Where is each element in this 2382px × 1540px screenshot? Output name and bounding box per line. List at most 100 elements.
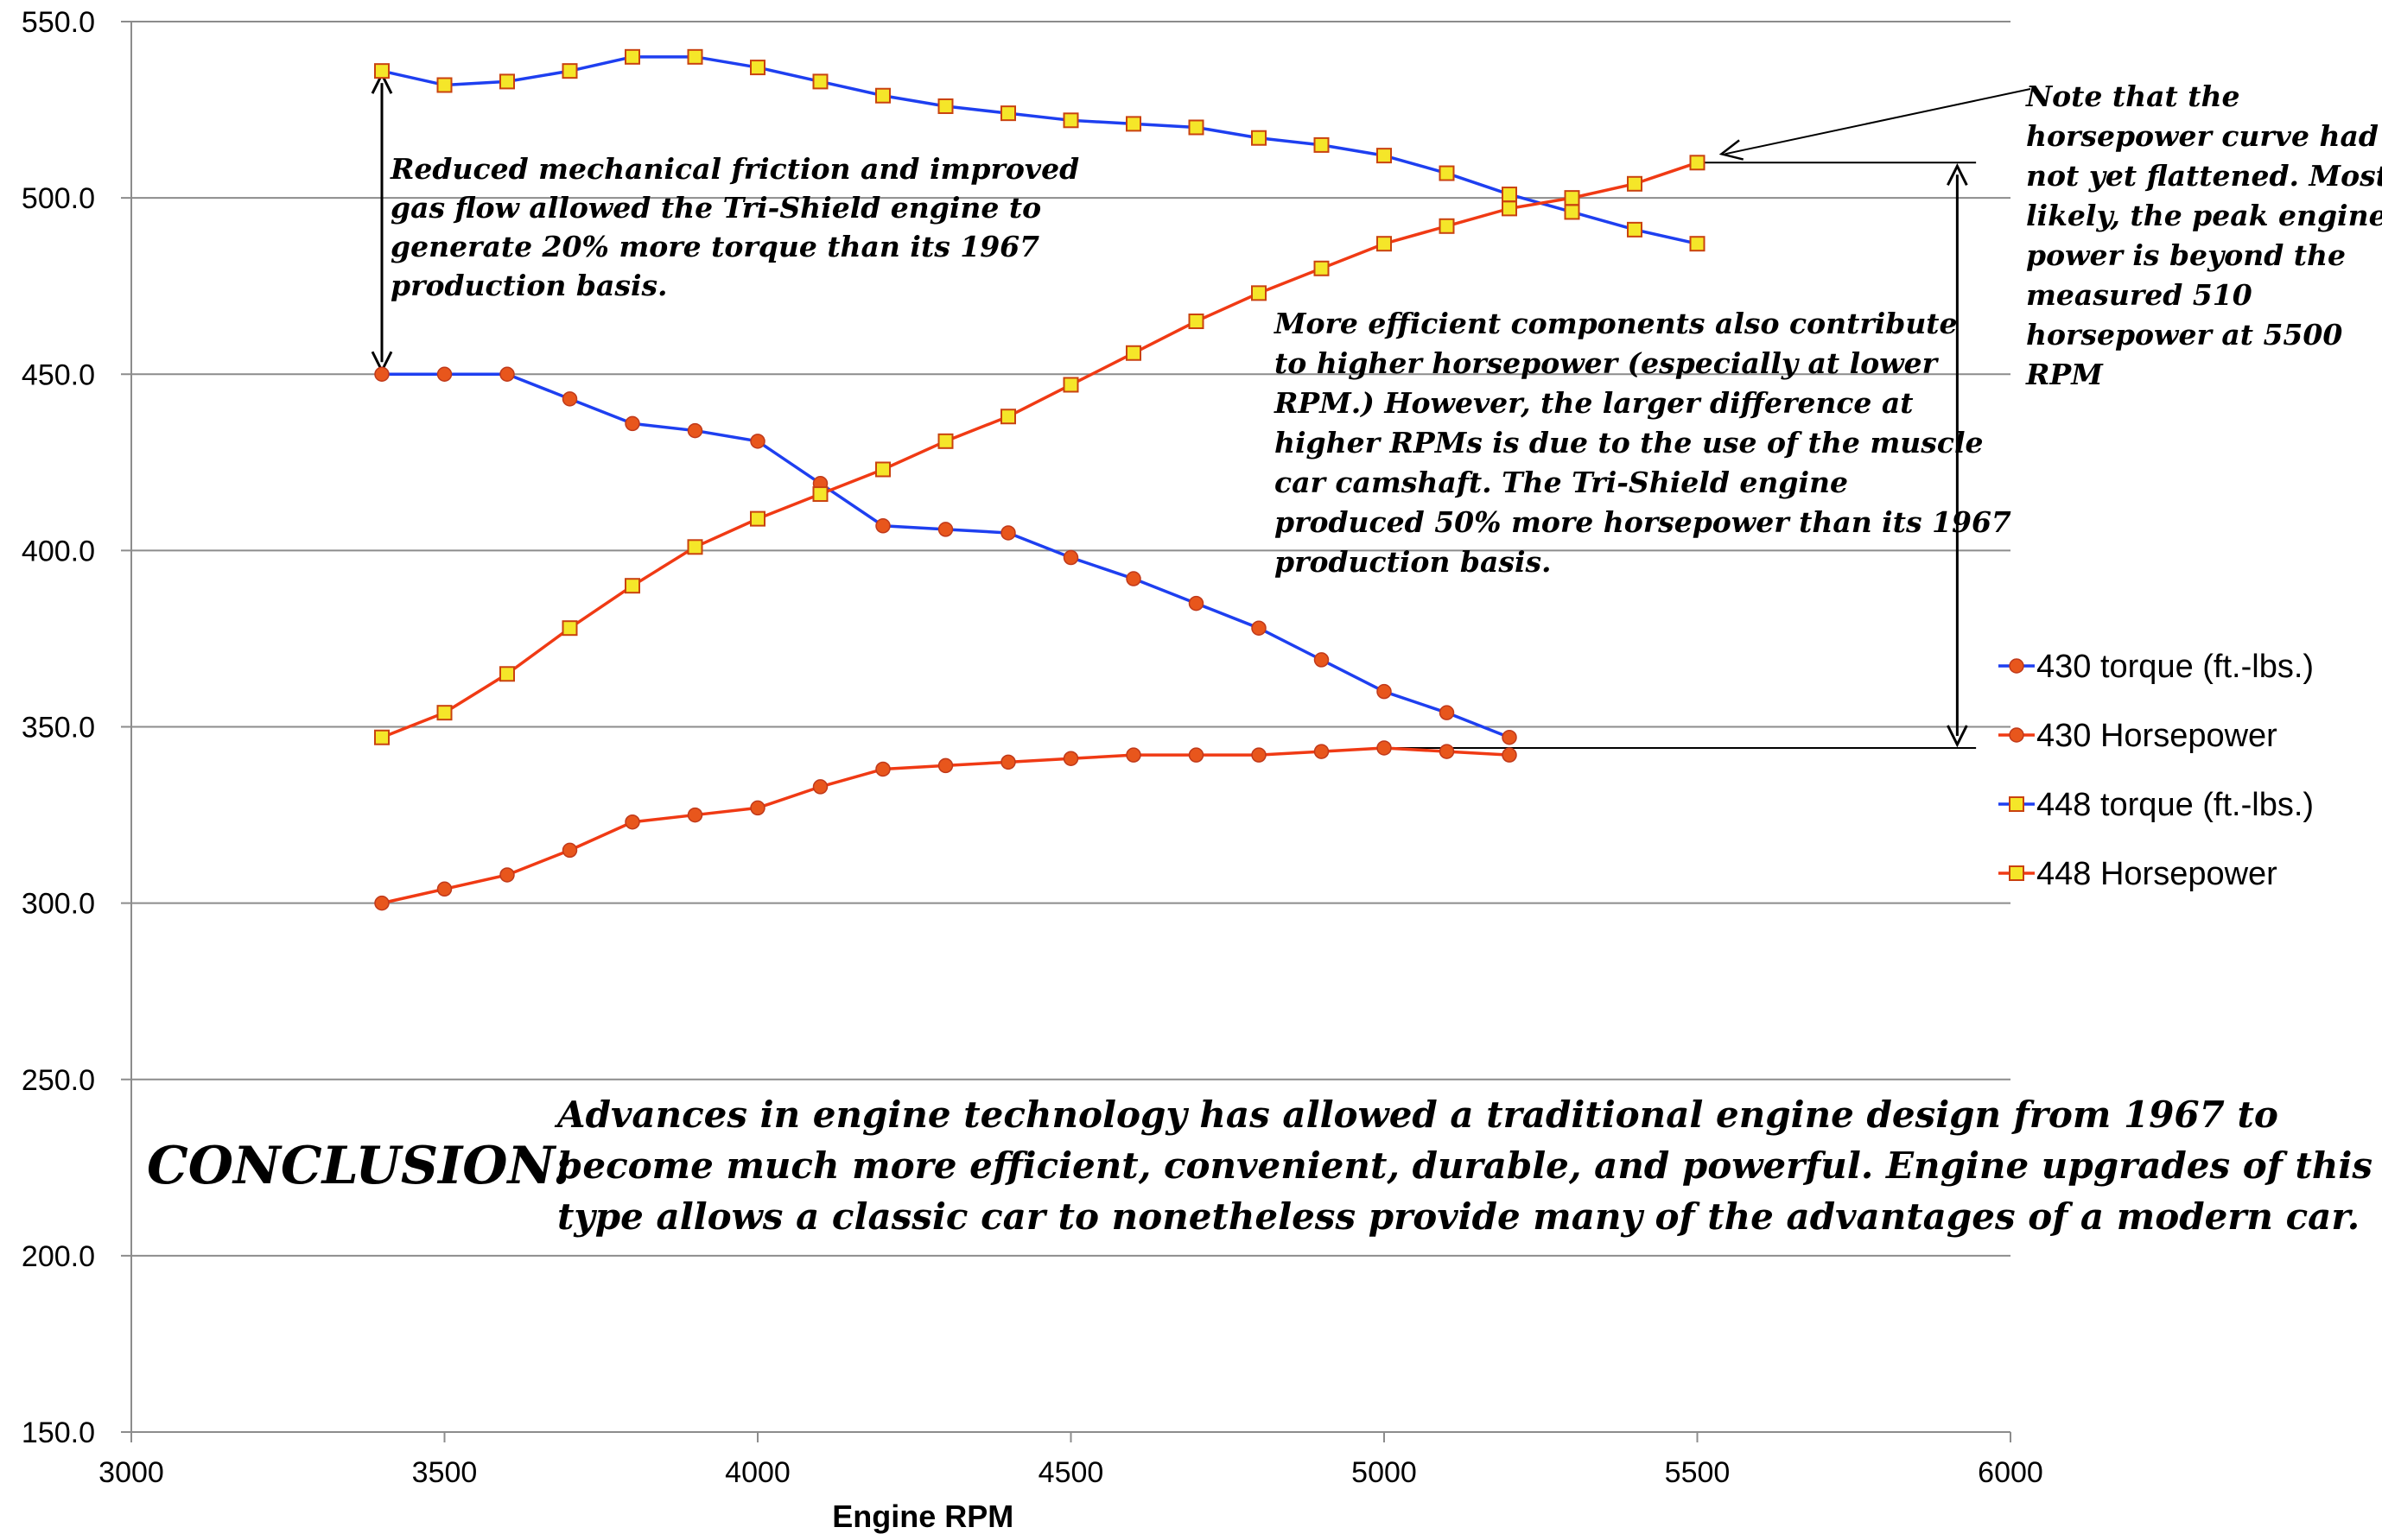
annotation-line: higher RPMs is due to the use of the mus… xyxy=(1274,426,1984,459)
annotation-line: RPM.) However, the larger difference at xyxy=(1274,386,1914,420)
data-point xyxy=(687,539,703,555)
x-axis-title: Engine RPM xyxy=(832,1499,1013,1534)
data-point xyxy=(1188,119,1204,136)
annotation-line: likely, the peak engine xyxy=(2026,199,2382,232)
data-point xyxy=(875,87,891,104)
data-point xyxy=(374,366,390,382)
data-point xyxy=(687,48,703,65)
x-tick-label: 5500 xyxy=(1665,1456,1731,1489)
data-point xyxy=(1063,751,1079,766)
note-arrow-shaft xyxy=(1725,88,2031,155)
data-point xyxy=(1063,377,1079,393)
legend-item-3: 448 Horsepower xyxy=(1998,856,2277,892)
annotation-torque-note: Reduced mechanical friction and improved… xyxy=(390,152,1079,302)
y-tick-label: 250.0 xyxy=(22,1064,95,1097)
annotation-line: produced 50% more horsepower than its 19… xyxy=(1274,505,2011,539)
data-point xyxy=(937,757,954,774)
data-point xyxy=(1376,236,1392,252)
series-1 xyxy=(374,740,1517,911)
y-tick-label: 200.0 xyxy=(22,1240,95,1273)
data-point xyxy=(1502,747,1517,763)
data-point xyxy=(374,729,390,745)
data-point xyxy=(1313,652,1330,668)
data-point xyxy=(1188,595,1204,612)
legend-item-2: 448 torque (ft.-lbs.) xyxy=(1998,787,2314,823)
data-point xyxy=(1126,747,1141,763)
data-point xyxy=(436,705,453,721)
data-point xyxy=(499,366,515,382)
data-point xyxy=(1188,747,1204,763)
annotation-line: horsepower curve had xyxy=(2026,119,2379,153)
conclusion-line: Advances in engine technology has allowe… xyxy=(554,1093,2278,1136)
axes xyxy=(121,21,2011,1442)
legend-label: 448 Horsepower xyxy=(2036,856,2277,892)
series-group xyxy=(374,48,1706,911)
annotation-line: measured 510 xyxy=(2026,278,2252,312)
data-point xyxy=(1313,260,1330,276)
legend-item-0: 430 torque (ft.-lbs.) xyxy=(1998,649,2314,685)
data-point xyxy=(1000,525,1016,541)
conclusion-block: CONCLUSION: Advances in engine technolog… xyxy=(147,1093,2372,1238)
tick-labels: 150.0 200.0 250.0 300.0 350.0 400.0 450.0 500.0… xyxy=(22,6,2043,1489)
data-point xyxy=(2009,865,2024,881)
annotation-line: production basis. xyxy=(1274,545,1552,579)
y-tick-label: 450.0 xyxy=(22,358,95,391)
conclusion-line: become much more efficient, convenient, … xyxy=(557,1144,2372,1187)
annotation-line: generate 20% more torque than its 1967 xyxy=(391,230,1039,263)
series-0 xyxy=(374,366,1517,745)
data-point xyxy=(1627,175,1642,192)
legend: 430 torque (ft.-lbs.) 430 Horsepower 448 t… xyxy=(1998,649,2314,892)
data-point xyxy=(499,73,515,90)
x-tick-label: 5000 xyxy=(1351,1456,1417,1489)
data-point xyxy=(812,779,829,795)
note-arrow-head xyxy=(1718,139,1744,161)
hp-difference-arrow-head-top xyxy=(1947,162,1968,186)
hp-difference-arrow xyxy=(1947,162,1968,748)
data-point xyxy=(937,522,954,537)
note-arrow xyxy=(1718,88,2031,161)
data-point xyxy=(1063,549,1079,566)
data-point xyxy=(625,814,640,830)
annotation-guides xyxy=(371,71,2031,749)
hp-difference-arrow-head-bottom xyxy=(1947,725,1968,748)
y-tick-label: 300.0 xyxy=(22,888,95,921)
data-point xyxy=(436,881,453,897)
data-point xyxy=(937,433,954,449)
data-point xyxy=(562,842,578,859)
y-tick-label: 400.0 xyxy=(22,535,95,567)
annotation-line: gas flow allowed the Tri-Shield engine t… xyxy=(391,191,1041,225)
data-point xyxy=(1313,136,1330,153)
data-point xyxy=(374,895,390,911)
data-point xyxy=(562,391,578,407)
y-tick-label: 150.0 xyxy=(22,1416,95,1449)
data-point xyxy=(875,761,891,777)
data-point xyxy=(750,510,765,527)
data-point xyxy=(1251,130,1267,146)
data-point xyxy=(1251,747,1267,763)
data-point xyxy=(875,461,891,478)
data-point xyxy=(1627,221,1642,238)
data-point xyxy=(499,867,515,883)
data-point xyxy=(1313,744,1330,759)
data-point xyxy=(1126,116,1141,132)
legend-label: 430 torque (ft.-lbs.) xyxy=(2036,649,2314,685)
annotation-line: RPM xyxy=(2025,358,2104,391)
data-point xyxy=(687,807,703,823)
data-point xyxy=(1000,105,1016,122)
y-tick-label: 350.0 xyxy=(22,712,95,745)
data-point xyxy=(436,366,453,382)
data-point xyxy=(687,422,703,439)
data-point xyxy=(1000,754,1016,770)
conclusion-text: Advances in engine technology has allowe… xyxy=(554,1093,2372,1238)
legend-label: 430 Horsepower xyxy=(2036,718,2277,754)
data-point xyxy=(1439,744,1455,759)
series-line xyxy=(381,161,1699,739)
torque-difference-arrow xyxy=(371,71,393,374)
data-point xyxy=(1376,740,1392,756)
annotation-line: not yet flattened. Most xyxy=(2026,159,2382,193)
legend-label: 448 torque (ft.-lbs.) xyxy=(2036,787,2314,823)
data-point xyxy=(499,666,515,682)
x-tick-label: 4500 xyxy=(1039,1456,1104,1489)
data-point xyxy=(750,434,765,449)
